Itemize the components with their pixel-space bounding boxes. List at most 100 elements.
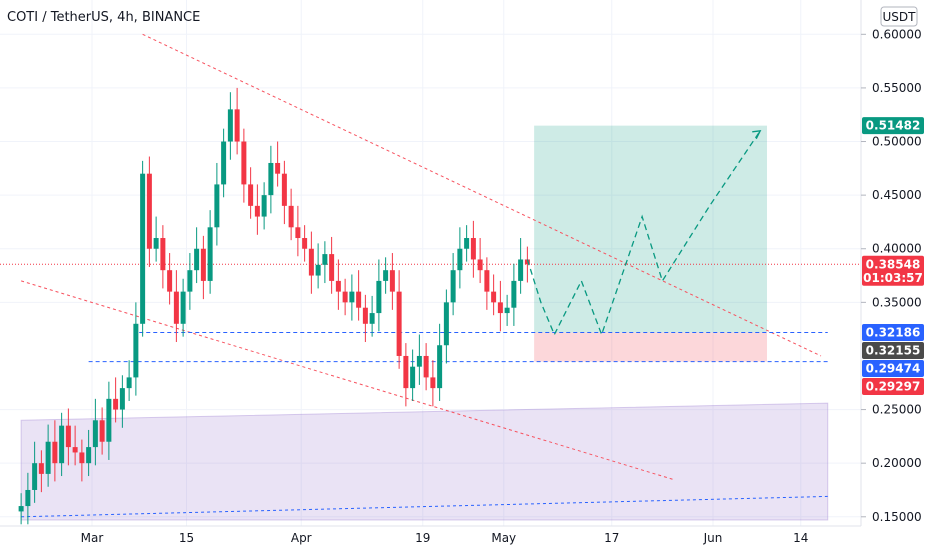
candle-body[interactable] xyxy=(416,355,422,367)
price-tick-label: 0.40000 xyxy=(872,242,922,256)
time-tick-label: 19 xyxy=(415,531,430,545)
candle-body[interactable] xyxy=(146,173,152,249)
trend-line xyxy=(21,495,828,518)
candle-body[interactable] xyxy=(38,463,44,474)
candle-body[interactable] xyxy=(207,227,213,281)
candle-body[interactable] xyxy=(308,248,314,276)
price-tag-label: 0.51482 xyxy=(866,119,921,133)
currency-button[interactable]: USDT xyxy=(880,6,918,27)
candle-body[interactable] xyxy=(335,280,341,292)
candle-body[interactable] xyxy=(470,238,476,260)
time-tick-label: Apr xyxy=(291,531,312,545)
candle-body[interactable] xyxy=(92,420,98,448)
time-tick-label: 14 xyxy=(793,531,808,545)
candle-body[interactable] xyxy=(173,291,179,324)
candle-body[interactable] xyxy=(200,248,206,281)
candle-body[interactable] xyxy=(450,270,456,303)
candle-body[interactable] xyxy=(383,270,389,281)
candle-body[interactable] xyxy=(119,388,125,410)
price-tag-label: 0.38548 xyxy=(866,257,921,271)
candle-body[interactable] xyxy=(477,259,483,271)
candle-body[interactable] xyxy=(342,291,348,303)
time-tick-label: 15 xyxy=(179,531,194,545)
trend-lines xyxy=(0,33,861,518)
candle-body[interactable] xyxy=(234,109,240,142)
candle-body[interactable] xyxy=(295,227,301,239)
price-axis[interactable]: 0.60000 0.55000 0.50000 0.45000 0.40000 0.350… xyxy=(861,27,922,524)
candle-body[interactable] xyxy=(25,489,31,507)
candle-body[interactable] xyxy=(140,173,146,324)
candle-body[interactable] xyxy=(410,366,416,389)
candle-body[interactable] xyxy=(194,248,200,271)
candle-body[interactable] xyxy=(430,377,436,389)
candle-body[interactable] xyxy=(59,425,65,464)
time-axis[interactable]: Mar 15 Apr 19 May 17 Jun 14 xyxy=(81,531,809,545)
candle-body[interactable] xyxy=(268,162,274,196)
candle-body[interactable] xyxy=(302,238,308,249)
candle-body[interactable] xyxy=(180,291,186,324)
price-tick-label: 0.35000 xyxy=(872,295,922,309)
channel-zone xyxy=(20,402,829,521)
candle-body[interactable] xyxy=(497,302,503,314)
candle-body[interactable] xyxy=(322,254,328,265)
candle-body[interactable] xyxy=(133,323,139,378)
candle-body[interactable] xyxy=(403,355,409,389)
candle-body[interactable] xyxy=(79,452,85,464)
candle-body[interactable] xyxy=(99,420,105,442)
candle-body[interactable] xyxy=(356,291,362,308)
candle-body[interactable] xyxy=(45,441,51,474)
candle-body[interactable] xyxy=(511,280,517,308)
candle-body[interactable] xyxy=(167,270,173,292)
candle-body[interactable] xyxy=(248,184,254,206)
candle-body[interactable] xyxy=(281,173,287,206)
candle-body[interactable] xyxy=(65,425,71,448)
candle-body[interactable] xyxy=(214,184,220,228)
price-tag xyxy=(862,342,924,360)
candle-body[interactable] xyxy=(524,259,530,265)
candle-body[interactable] xyxy=(275,162,281,174)
candle-body[interactable] xyxy=(369,313,375,324)
projection-arrowhead xyxy=(752,130,762,140)
candle-body[interactable] xyxy=(457,248,463,271)
candle-body[interactable] xyxy=(241,141,247,185)
candle-body[interactable] xyxy=(423,355,429,378)
candle-body[interactable] xyxy=(52,441,58,464)
candle-body[interactable] xyxy=(160,238,166,271)
candle-body[interactable] xyxy=(106,398,112,442)
candle-body[interactable] xyxy=(518,259,524,281)
candle-body[interactable] xyxy=(396,291,402,356)
candle-body[interactable] xyxy=(187,270,193,292)
candles[interactable] xyxy=(18,87,530,525)
candle-body[interactable] xyxy=(349,291,355,303)
candle-body[interactable] xyxy=(254,205,260,217)
candle-body[interactable] xyxy=(329,254,335,281)
candle-body[interactable] xyxy=(443,302,449,346)
currency-label: USDT xyxy=(883,10,917,24)
candle-body[interactable] xyxy=(437,345,443,389)
candle-body[interactable] xyxy=(153,238,159,249)
candle-body[interactable] xyxy=(18,506,24,512)
candle-body[interactable] xyxy=(464,238,470,249)
candle-body[interactable] xyxy=(86,447,92,464)
price-tick-label: 0.25000 xyxy=(872,403,922,417)
candle-body[interactable] xyxy=(376,280,382,314)
candle-body[interactable] xyxy=(227,109,233,142)
candle-body[interactable] xyxy=(288,205,294,228)
candle-body[interactable] xyxy=(362,307,368,324)
candle-body[interactable] xyxy=(126,377,132,389)
candle-body[interactable] xyxy=(261,195,267,217)
projection-path xyxy=(526,130,762,337)
candle-body[interactable] xyxy=(389,270,395,292)
price-tick-label: 0.55000 xyxy=(872,81,922,95)
candle-body[interactable] xyxy=(504,307,510,314)
candle-body[interactable] xyxy=(32,463,38,490)
candle-body[interactable] xyxy=(484,270,490,292)
candle-body[interactable] xyxy=(315,264,321,276)
candle-body[interactable] xyxy=(113,398,119,410)
candle-body[interactable] xyxy=(491,291,497,303)
candle-body[interactable] xyxy=(72,447,78,453)
price-tag xyxy=(862,255,924,286)
candle-body[interactable] xyxy=(221,141,227,185)
